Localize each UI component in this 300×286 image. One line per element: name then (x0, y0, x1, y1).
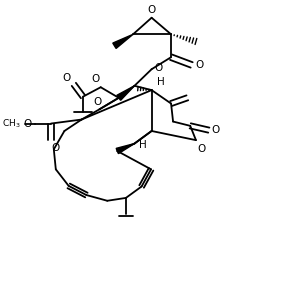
Text: O: O (195, 60, 203, 70)
Text: O: O (212, 125, 220, 135)
Text: O: O (52, 143, 60, 153)
Polygon shape (117, 86, 134, 100)
Text: O: O (148, 5, 156, 15)
Text: O: O (63, 73, 71, 83)
Text: O: O (154, 63, 162, 73)
Text: H: H (139, 140, 146, 150)
Polygon shape (113, 34, 133, 48)
Text: O: O (91, 74, 99, 84)
Text: H: H (157, 77, 164, 87)
Text: O: O (24, 119, 32, 128)
Text: CH$_3$: CH$_3$ (2, 117, 21, 130)
Text: O: O (197, 144, 206, 154)
Polygon shape (116, 144, 134, 154)
Text: O: O (93, 97, 101, 106)
